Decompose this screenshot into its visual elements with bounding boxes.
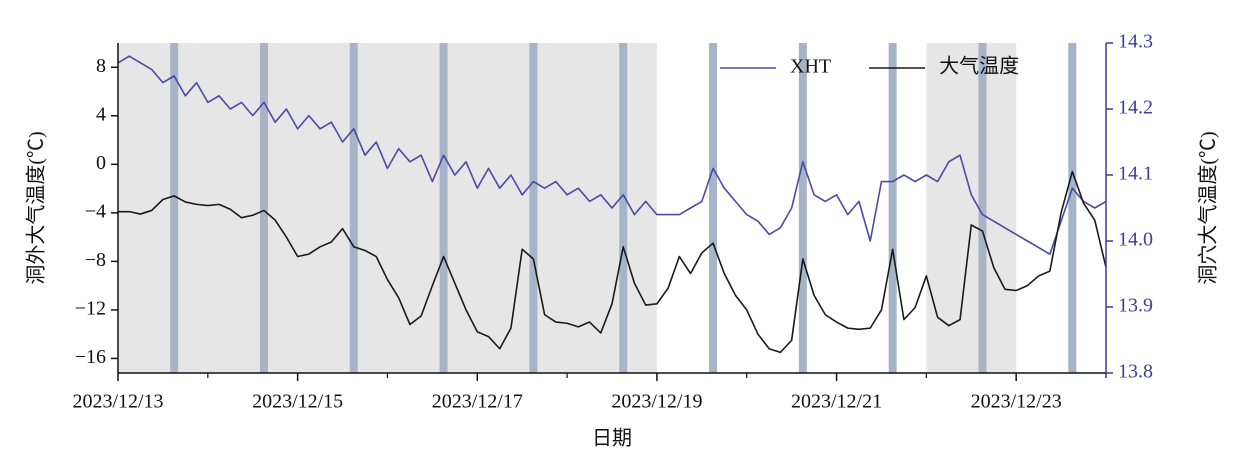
legend-label: XHT xyxy=(790,56,831,78)
highlight-band xyxy=(978,43,987,373)
y-tick-label: −4 xyxy=(85,200,106,222)
x-tick-label: 2023/12/23 xyxy=(971,391,1062,413)
y-tick-label: −12 xyxy=(75,298,106,320)
y2-tick-label: 14.0 xyxy=(1118,229,1153,251)
data-line xyxy=(117,55,1107,255)
highlight-band xyxy=(1068,43,1077,373)
y-tick-label: 0 xyxy=(96,152,106,174)
y2-tick-label: 14.3 xyxy=(1118,31,1153,53)
highlight-band xyxy=(798,43,807,373)
highlight-band xyxy=(888,43,897,373)
highlight-band xyxy=(529,43,538,373)
y-axis-label: 洞外大气温度(℃) xyxy=(25,131,48,284)
y2-tick-label: 13.8 xyxy=(1118,361,1153,383)
x-tick-label: 2023/12/17 xyxy=(432,391,523,413)
y-tick-label: −8 xyxy=(85,249,106,271)
y-tick-label: 4 xyxy=(96,103,106,125)
x-tick-label: 2023/12/21 xyxy=(791,391,882,413)
shaded-region xyxy=(118,43,657,373)
data-line xyxy=(118,170,1107,354)
x-tick-label: 2023/12/19 xyxy=(611,391,702,413)
highlight-band xyxy=(349,43,358,373)
highlight-band xyxy=(259,43,268,373)
highlight-band xyxy=(439,43,448,373)
y2-tick-label: 14.1 xyxy=(1118,163,1153,185)
x-tick-label: 2023/12/13 xyxy=(72,391,163,413)
x-tick-label: 2023/12/15 xyxy=(252,391,343,413)
y2-tick-label: 14.2 xyxy=(1118,97,1153,119)
y2-tick-label: 13.9 xyxy=(1118,295,1153,317)
x-axis-label: 日期 xyxy=(592,428,632,450)
highlight-band xyxy=(170,43,179,373)
y-tick-label: −16 xyxy=(75,346,106,368)
highlight-band xyxy=(619,43,628,373)
highlight-band xyxy=(709,43,718,373)
y-tick-label: 8 xyxy=(96,55,106,77)
y2-axis-label: 洞穴大气温度(℃) xyxy=(1197,131,1220,284)
shaded-region xyxy=(926,43,1017,373)
legend-label: 大气温度 xyxy=(939,55,1019,78)
